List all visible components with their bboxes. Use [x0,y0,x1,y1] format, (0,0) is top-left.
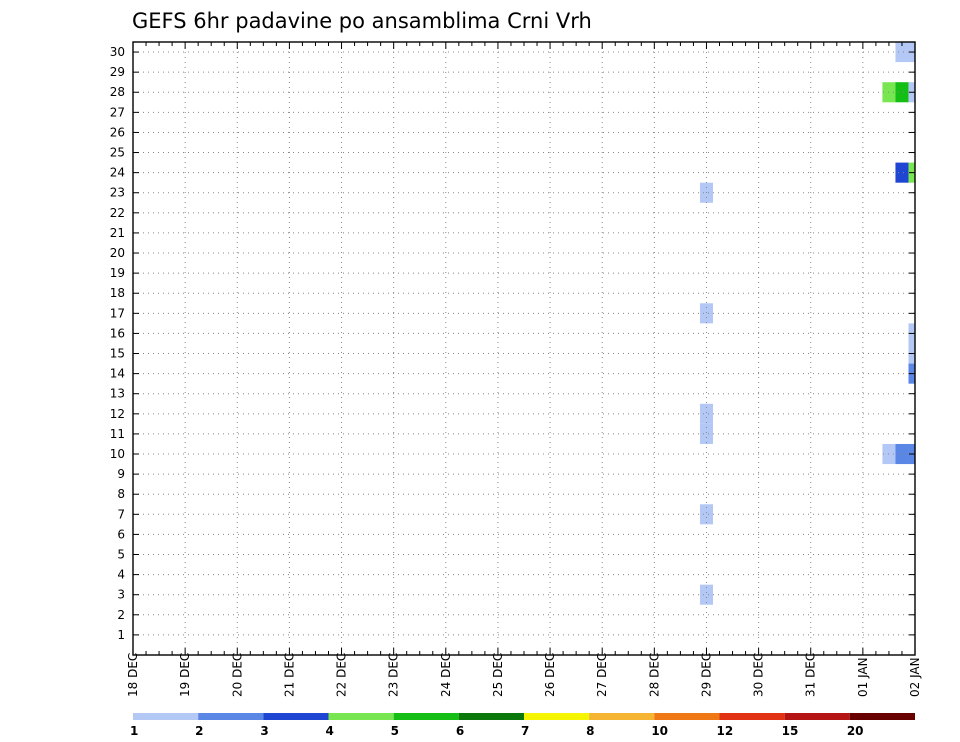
x-tick-label: 30 DEC [752,653,766,697]
colorbar-segment [589,713,655,720]
heatmap-cell [895,82,909,103]
colorbar-label: 20 [847,724,864,738]
y-tick-label: 7 [117,507,125,521]
colorbar-segment [328,713,394,720]
colorbar-label: 1 [130,724,138,738]
y-tick-label: 28 [110,85,125,99]
y-tick-label: 9 [117,467,125,481]
colorbar-label: 7 [521,724,529,738]
colorbar-label: 8 [586,724,594,738]
colorbar-segment [524,713,590,720]
colorbar-segment [133,713,199,720]
x-axis-ticks: 18 DEC 19 DEC 20 DEC 21 DEC 22 DEC 23 DEC 24 D… [126,42,922,697]
heatmap-cell [699,403,713,424]
y-tick-label: 22 [110,206,125,220]
colorbar-label: 5 [391,724,399,738]
colorbar-label: 4 [326,724,334,738]
x-tick-label: 31 DEC [804,653,818,697]
colorbar-segment [849,713,915,720]
y-tick-label: 2 [117,608,125,622]
y-tick-label: 10 [110,447,125,461]
heatmap-cell [699,504,713,525]
colorbar-segment [198,713,264,720]
y-tick-label: 21 [110,226,125,240]
colorbar-segment [263,713,329,720]
y-tick-label: 14 [110,367,125,381]
heatmap-cell [895,42,909,63]
y-tick-label: 25 [110,146,125,160]
heatmap-cell [895,443,909,465]
heatmap-cell [699,303,713,324]
x-tick-label: 21 DEC [282,653,296,697]
colorbar-label: 10 [651,724,668,738]
x-tick-label: 28 DEC [647,653,661,697]
x-tick-label: 24 DEC [439,653,453,697]
colorbar-label: 3 [260,724,268,738]
colorbar-label: 2 [195,724,203,738]
y-axis-ticks: 1234567891011121314151617181920212223242… [110,45,915,642]
y-tick-label: 23 [110,186,125,200]
y-tick-label: 12 [110,407,125,421]
y-tick-label: 15 [110,347,125,361]
y-tick-label: 26 [110,125,125,139]
chart-title: GEFS 6hr padavine po ansamblima Crni Vrh [132,9,592,33]
y-tick-label: 11 [110,427,125,441]
colorbar-segment [393,713,459,720]
heatmap-cell [895,162,909,183]
heatmap-cell [699,423,713,444]
y-tick-label: 6 [117,527,125,541]
x-tick-label: 18 DEC [126,653,140,697]
x-tick-label: 20 DEC [230,653,244,697]
y-tick-label: 1 [117,628,125,642]
y-tick-label: 29 [110,65,125,79]
x-tick-label: 26 DEC [543,653,557,697]
y-tick-label: 13 [110,387,125,401]
x-tick-label: 27 DEC [595,653,609,697]
y-tick-label: 27 [110,105,125,119]
colorbar: 1 2 3 4 5 6 7 8 10 12 15 20 [130,713,915,738]
y-tick-label: 3 [117,588,125,602]
colorbar-label: 6 [456,724,464,738]
y-tick-label: 4 [117,568,125,582]
colorbar-segment [458,713,524,720]
y-tick-label: 30 [110,45,125,59]
heatmap-cells [699,42,915,605]
y-tick-label: 18 [110,286,125,300]
y-tick-label: 5 [117,548,125,562]
x-tick-label: 19 DEC [178,653,192,697]
y-tick-label: 24 [110,166,125,180]
colorbar-segment [719,713,785,720]
colorbar-segment [784,713,850,720]
grid-lines [132,42,916,655]
colorbar-segment [654,713,720,720]
plot-frame [132,41,916,656]
x-tick-label: 01 JAN [856,657,870,697]
colorbar-label: 12 [717,724,734,738]
y-tick-label: 19 [110,266,125,280]
x-tick-label: 22 DEC [335,653,349,697]
heatmap-cell [699,584,713,605]
colorbar-label: 15 [782,724,799,738]
x-tick-label: 29 DEC [699,653,713,697]
y-tick-label: 20 [110,246,125,260]
y-tick-label: 17 [110,306,125,320]
x-tick-label: 23 DEC [387,653,401,697]
x-tick-label: 02 JAN [908,657,922,697]
y-tick-label: 16 [110,326,125,340]
y-tick-label: 8 [117,487,125,501]
x-tick-label: 25 DEC [491,653,505,697]
